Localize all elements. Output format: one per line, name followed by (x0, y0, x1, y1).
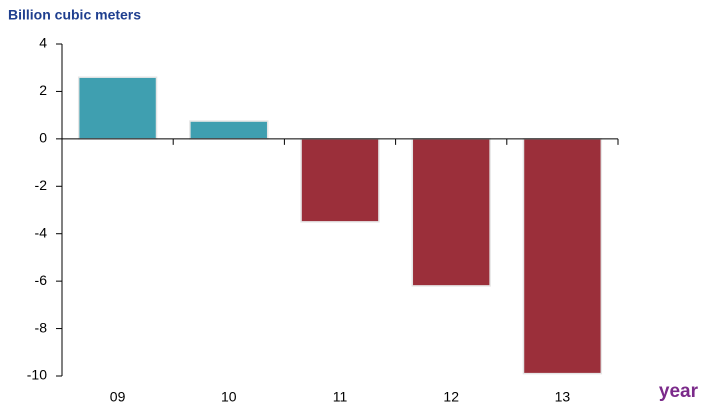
y-tick-label: -6 (35, 272, 48, 288)
y-tick-label: -10 (27, 367, 47, 383)
bar (522, 138, 603, 375)
bar (77, 76, 158, 140)
x-tick-label: 12 (443, 389, 459, 405)
y-tick-label: -4 (35, 224, 48, 240)
y-axis-label: Billion cubic meters (8, 7, 141, 23)
bar (300, 138, 380, 223)
bar (411, 138, 491, 287)
y-tick-label: 0 (39, 130, 47, 146)
x-tick-label: 11 (333, 389, 348, 405)
bar (189, 120, 269, 140)
x-tick-label: 13 (555, 389, 571, 405)
x-axis-label: year (659, 381, 699, 402)
x-tick-label: 10 (221, 389, 237, 405)
y-tick-label: 4 (39, 35, 47, 51)
y-tick-label: -2 (35, 177, 48, 193)
x-tick-label: 09 (110, 389, 126, 405)
y-tick-label: -8 (35, 319, 48, 335)
y-tick-label: 2 (39, 82, 47, 98)
